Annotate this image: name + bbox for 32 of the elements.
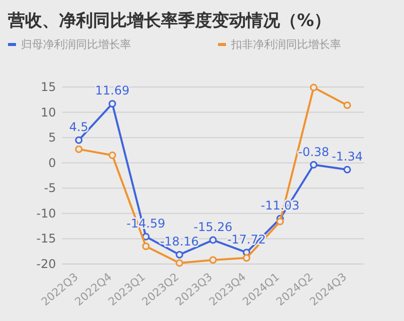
data-label: -18.16 bbox=[160, 234, 199, 249]
point bbox=[75, 136, 83, 144]
point bbox=[75, 145, 83, 153]
y-tick-label: 0 bbox=[48, 156, 56, 170]
legend-label: 归母净利润同比增长率 bbox=[21, 38, 131, 51]
point bbox=[343, 166, 351, 174]
y-tick-label: 15 bbox=[40, 80, 56, 94]
point bbox=[176, 259, 184, 267]
point bbox=[142, 242, 150, 250]
y-tick-label: 10 bbox=[40, 105, 56, 120]
point bbox=[108, 100, 116, 108]
point bbox=[242, 254, 250, 262]
point bbox=[310, 161, 318, 169]
data-label: -0.38 bbox=[298, 144, 330, 159]
point bbox=[276, 218, 284, 226]
y-tick-label: -5 bbox=[44, 181, 56, 196]
y-tick-label: 5 bbox=[48, 130, 56, 145]
data-label: -15.26 bbox=[194, 220, 232, 234]
y-tick-label: -10 bbox=[36, 206, 56, 220]
data-label: 11.69 bbox=[95, 84, 130, 98]
data-label: 4.5 bbox=[69, 120, 88, 134]
y-tick-label: -20 bbox=[36, 257, 56, 271]
point bbox=[343, 101, 351, 109]
data-label: -1.34 bbox=[332, 150, 363, 164]
y-tick-label: -15 bbox=[36, 232, 56, 246]
point bbox=[176, 250, 184, 258]
point bbox=[108, 152, 116, 160]
chart-title: 营收、净利同比增长率季度变动情况（%） bbox=[7, 11, 332, 31]
point bbox=[310, 84, 318, 92]
point bbox=[209, 256, 217, 264]
legend-label: 扣非净利润同比增长率 bbox=[230, 38, 341, 51]
point bbox=[209, 236, 217, 244]
